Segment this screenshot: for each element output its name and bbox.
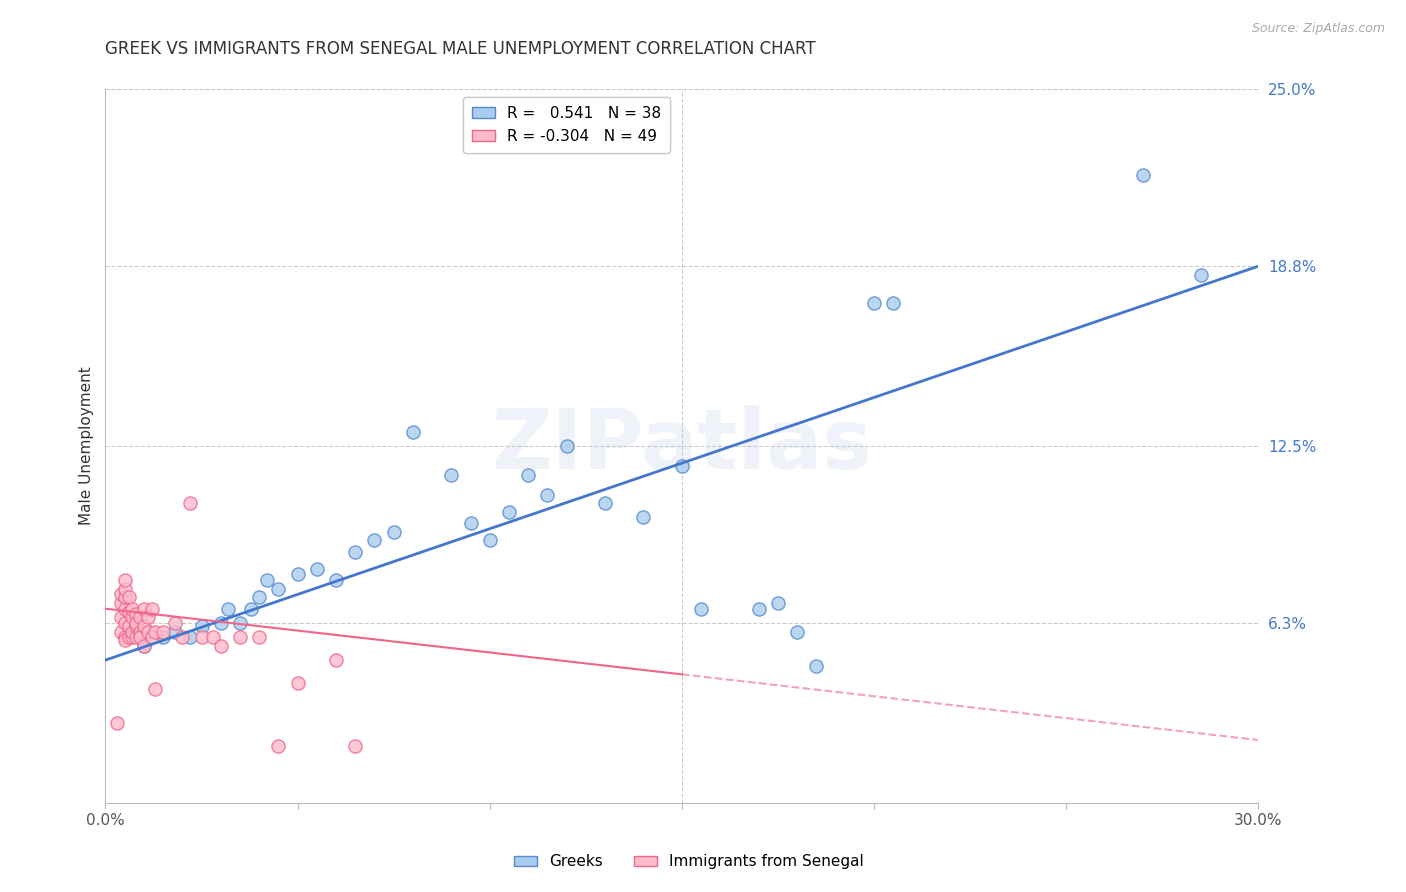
Point: [690, 601, 713, 615]
Point: [766, 596, 789, 610]
Point: [132, 601, 155, 615]
Point: [256, 573, 278, 587]
Point: [121, 601, 143, 615]
Y-axis label: Male Unemployment: Male Unemployment: [79, 367, 94, 525]
Point: [125, 615, 148, 630]
Point: [125, 619, 148, 633]
Text: Source: ZipAtlas.com: Source: ZipAtlas.com: [1251, 22, 1385, 36]
Point: [141, 601, 163, 615]
Point: [287, 567, 309, 582]
Point: [267, 582, 290, 596]
Point: [460, 516, 482, 530]
Point: [114, 573, 136, 587]
Point: [344, 544, 367, 558]
Point: [152, 630, 174, 644]
Text: GREEK VS IMMIGRANTS FROM SENEGAL MALE UNEMPLOYMENT CORRELATION CHART: GREEK VS IMMIGRANTS FROM SENEGAL MALE UN…: [105, 40, 815, 58]
Point: [1189, 268, 1212, 282]
Point: [117, 630, 139, 644]
Point: [129, 624, 152, 639]
Text: ZIPatlas: ZIPatlas: [492, 406, 872, 486]
Point: [229, 615, 252, 630]
Point: [1132, 168, 1154, 182]
Point: [121, 624, 143, 639]
Point: [382, 524, 405, 539]
Point: [517, 467, 540, 482]
Point: [110, 610, 132, 624]
Point: [363, 533, 385, 548]
Point: [114, 630, 136, 644]
Point: [136, 624, 159, 639]
Point: [671, 458, 693, 473]
Point: [117, 619, 139, 633]
Point: [786, 624, 808, 639]
Point: [125, 607, 148, 622]
Point: [806, 658, 828, 673]
Point: [748, 601, 770, 615]
Point: [190, 619, 212, 633]
Point: [110, 624, 132, 639]
Point: [141, 630, 163, 644]
Point: [125, 630, 148, 644]
Point: [129, 630, 152, 644]
Point: [132, 619, 155, 633]
Point: [179, 630, 201, 644]
Point: [247, 630, 270, 644]
Legend: R =   0.541   N = 38, R = -0.304   N = 49: R = 0.541 N = 38, R = -0.304 N = 49: [463, 97, 671, 153]
Point: [179, 496, 201, 510]
Point: [325, 653, 347, 667]
Point: [209, 615, 232, 630]
Point: [114, 601, 136, 615]
Point: [117, 591, 139, 605]
Point: [114, 591, 136, 605]
Point: [110, 596, 132, 610]
Point: [593, 496, 616, 510]
Point: [172, 630, 194, 644]
Point: [202, 630, 225, 644]
Point: [136, 610, 159, 624]
Point: [145, 681, 167, 696]
Point: [105, 715, 128, 730]
Point: [305, 562, 328, 576]
Point: [132, 639, 155, 653]
Point: [402, 425, 425, 439]
Point: [287, 676, 309, 690]
Point: [163, 624, 186, 639]
Point: [229, 630, 252, 644]
Point: [163, 615, 186, 630]
Point: [267, 739, 290, 753]
Point: [209, 639, 232, 653]
Point: [863, 296, 886, 310]
Point: [114, 582, 136, 596]
Point: [132, 639, 155, 653]
Point: [129, 610, 152, 624]
Point: [536, 487, 558, 501]
Point: [121, 610, 143, 624]
Point: [117, 605, 139, 619]
Point: [325, 573, 347, 587]
Point: [152, 624, 174, 639]
Point: [498, 505, 520, 519]
Point: [110, 587, 132, 601]
Point: [121, 630, 143, 644]
Point: [114, 615, 136, 630]
Point: [633, 510, 655, 524]
Point: [217, 601, 239, 615]
Point: [145, 624, 167, 639]
Point: [190, 630, 212, 644]
Point: [344, 739, 367, 753]
Point: [555, 439, 578, 453]
Point: [882, 296, 904, 310]
Legend: Greeks, Immigrants from Senegal: Greeks, Immigrants from Senegal: [508, 848, 870, 875]
Point: [247, 591, 270, 605]
Point: [478, 533, 501, 548]
Point: [240, 601, 263, 615]
Point: [440, 467, 463, 482]
Point: [114, 633, 136, 648]
